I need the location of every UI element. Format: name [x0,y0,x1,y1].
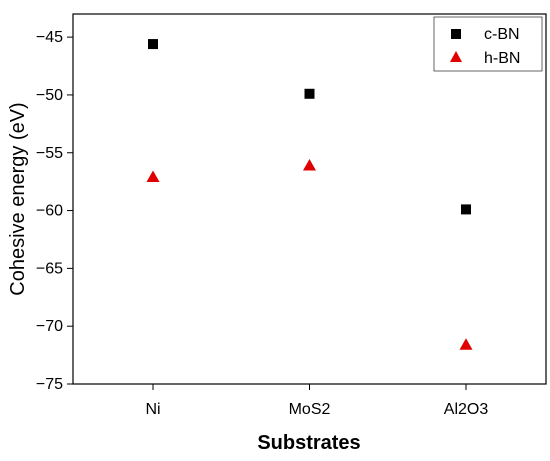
data-point-h-bn-mos2 [303,158,316,171]
legend-marker-c-bn [451,29,461,39]
y-tick-label: −50 [36,87,63,104]
y-tick-label: −65 [36,260,63,277]
legend-label-c-bn: c-BN [484,26,520,43]
data-point-h-bn-ni [146,170,160,183]
x-tick-label: MoS2 [289,401,331,418]
legend: c-BN h-BN [433,16,543,72]
y-tick-label: −70 [36,318,63,335]
x-tick-label: Ni [145,401,160,418]
x-axis-title: Substrates [257,432,360,454]
legend-label-h-bn: h-BN [484,50,520,67]
x-axis: Ni MoS2 Al2O3 [145,384,488,418]
x-tick-label: Al2O3 [444,401,489,418]
legend-marker-h-bn [450,51,462,62]
y-axis: −45 −50 −55 −60 −65 −70 −75 [36,29,73,393]
y-tick-label: −45 [36,29,63,46]
y-tick-label: −60 [36,203,63,220]
data-markers [146,39,473,350]
data-point-c-bn-al2o3 [461,204,471,215]
y-axis-title: Cohesive energy (eV) [7,102,29,295]
data-point-c-bn-mos2 [304,88,315,99]
y-tick-label: −75 [36,376,63,393]
y-tick-label: −55 [36,145,63,162]
data-point-h-bn-al2o3 [459,338,473,350]
data-point-c-bn-ni [148,39,158,50]
